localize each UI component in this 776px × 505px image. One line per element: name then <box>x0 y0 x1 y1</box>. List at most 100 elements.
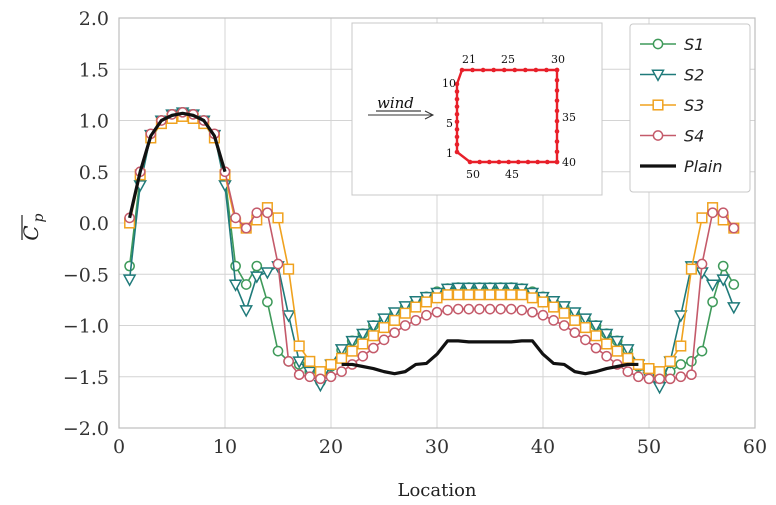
inset-label-5: 5 <box>446 117 453 130</box>
point-s4 <box>495 303 506 315</box>
inset-sensor-dot <box>454 104 460 109</box>
point-s4 <box>325 371 337 383</box>
inset-frame <box>351 22 603 196</box>
point-s4 <box>537 309 549 321</box>
inset-label-10: 10 <box>442 77 456 90</box>
inset-sensor-dot <box>487 159 492 165</box>
line-s4 <box>128 111 735 380</box>
point-s4 <box>251 207 263 219</box>
point-s3 <box>410 301 422 313</box>
point-s4 <box>590 342 602 354</box>
point-s4 <box>368 342 379 354</box>
point-s4 <box>410 315 422 326</box>
inset-sensor-dot <box>554 139 560 144</box>
y-tick-label: −1.0 <box>63 316 109 338</box>
point-s2 <box>483 282 497 295</box>
point-s3 <box>505 289 517 301</box>
inset-sensor-dot <box>535 159 540 165</box>
inset-sensor-dot <box>501 67 507 73</box>
point-s4 <box>315 373 326 385</box>
point-s3 <box>664 355 676 367</box>
inset-sensor-dot <box>454 119 460 125</box>
y-axis-label-subscript: p <box>31 213 47 222</box>
point-s3 <box>389 314 401 326</box>
y-tick-label: 1.0 <box>79 111 109 133</box>
point-s4 <box>399 320 411 331</box>
point-s4 <box>293 369 305 381</box>
inset-label-21: 21 <box>462 53 476 66</box>
point-s2 <box>377 313 391 326</box>
series-layer <box>122 106 741 395</box>
point-s4 <box>643 373 655 385</box>
point-s2 <box>387 307 402 320</box>
inset-sensor-dot <box>506 159 511 165</box>
y-tick-label: −1.5 <box>63 367 109 389</box>
inset-sensor-dot <box>454 142 460 147</box>
point-s1 <box>272 345 284 357</box>
point-s2 <box>356 328 370 342</box>
point-s4 <box>717 207 729 219</box>
inset-sensor-dot <box>554 77 560 83</box>
point-s1 <box>240 279 252 290</box>
legend-label-s2: S2 <box>684 66 704 85</box>
point-s4 <box>262 207 273 219</box>
point-s3 <box>272 212 284 224</box>
point-s2 <box>493 282 508 295</box>
point-s2 <box>228 279 243 292</box>
inset-sensor-dot <box>554 98 560 103</box>
point-s3 <box>484 289 496 301</box>
point-s4 <box>601 350 612 362</box>
point-s3 <box>367 330 379 342</box>
inset-sensor-dot <box>533 67 539 73</box>
inset-label-40: 40 <box>562 156 576 169</box>
point-s4 <box>304 371 316 383</box>
y-tick-label: −2.0 <box>63 418 109 440</box>
inset-sensor-dot <box>554 118 560 124</box>
legend-marker-s3 <box>652 99 664 111</box>
plot-frame <box>118 17 756 429</box>
point-s3 <box>378 322 390 334</box>
point-s2 <box>610 335 624 349</box>
legend-frame <box>629 23 751 193</box>
point-s3 <box>696 212 708 224</box>
point-s4 <box>230 212 241 224</box>
point-s2 <box>281 310 296 323</box>
y-axis-ticks: 2.0 1.5 1.0 0.5 0.0 −0.5 −1.0 −1.5 −2.0 <box>63 8 109 440</box>
y-tick-label: 0.5 <box>79 162 109 184</box>
point-s4 <box>675 371 687 383</box>
point-s2 <box>705 279 720 292</box>
point-s2 <box>398 301 412 314</box>
x-tick-label: 0 <box>113 436 125 458</box>
point-s4 <box>442 304 453 316</box>
point-s2 <box>727 302 741 315</box>
point-s4 <box>240 222 252 234</box>
point-s3 <box>283 263 295 275</box>
inset-sensor-dot <box>477 159 482 165</box>
point-s4 <box>696 258 708 270</box>
point-s3 <box>601 338 613 350</box>
inset-sensor-dot <box>523 67 528 73</box>
point-s3 <box>622 352 634 364</box>
point-s3 <box>473 289 485 301</box>
inset-sensor-dot <box>454 111 460 117</box>
inset-label-1: 1 <box>446 147 453 160</box>
x-axis-ticks: 0 10 20 30 40 50 60 <box>113 436 767 458</box>
point-s2 <box>716 274 730 287</box>
legend-entry-s1: S1 <box>640 35 704 54</box>
point-s4 <box>707 207 718 219</box>
point-s3 <box>325 358 337 370</box>
point-s4 <box>452 303 464 315</box>
point-s4 <box>622 366 634 377</box>
point-s4 <box>336 366 347 377</box>
y-tick-label: 0.0 <box>79 213 109 235</box>
point-s2 <box>674 310 688 323</box>
inset-label-35: 35 <box>562 111 576 124</box>
legend-label-s4: S4 <box>684 127 704 146</box>
inset-sensor-dot <box>454 96 460 102</box>
point-s2 <box>621 344 635 357</box>
inset-sensor-dot <box>454 81 460 87</box>
point-s2 <box>260 267 275 280</box>
inset-sensor-dot <box>554 67 560 73</box>
inset-sensor-dot <box>467 159 473 165</box>
point-s2 <box>122 274 137 287</box>
